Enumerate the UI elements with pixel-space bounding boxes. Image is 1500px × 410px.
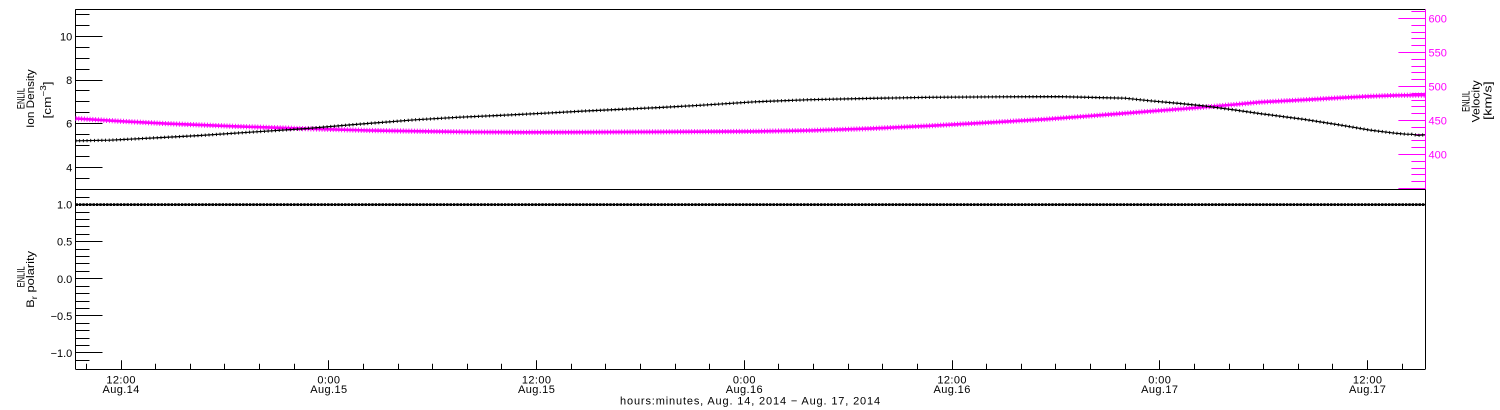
svg-text:12:00: 12:00: [106, 375, 136, 387]
svg-text:Aug.16: Aug.16: [726, 384, 763, 396]
svg-text:−0.5: −0.5: [51, 311, 73, 323]
svg-text:[km/s]: [km/s]: [1482, 81, 1494, 120]
svg-text:0:00: 0:00: [733, 375, 756, 387]
svg-text:550: 550: [1429, 48, 1447, 60]
svg-text:Aug.17: Aug.17: [1349, 384, 1386, 396]
svg-text:Aug.15: Aug.15: [310, 384, 347, 396]
svg-text:ENLIL: ENLIL: [16, 88, 28, 109]
svg-text:ENLIL: ENLIL: [1461, 91, 1473, 112]
svg-text:12:00: 12:00: [937, 375, 967, 387]
svg-text:8: 8: [66, 75, 72, 87]
svg-text:ENLIL: ENLIL: [16, 266, 28, 287]
svg-text:500: 500: [1429, 82, 1447, 94]
svg-text:1.0: 1.0: [57, 200, 72, 212]
svg-text:0.5: 0.5: [57, 237, 72, 249]
svg-text:Ion Density: Ion Density: [25, 69, 37, 128]
svg-text:0:00: 0:00: [317, 375, 340, 387]
svg-text:4: 4: [66, 162, 72, 174]
svg-text:10: 10: [60, 31, 72, 43]
svg-text:Aug.16: Aug.16: [933, 384, 970, 396]
svg-text:450: 450: [1429, 116, 1447, 128]
svg-text:Br polarity: Br polarity: [25, 250, 39, 308]
svg-text:Aug.17: Aug.17: [1141, 384, 1178, 396]
svg-text:400: 400: [1429, 150, 1447, 162]
svg-text:Aug.14: Aug.14: [102, 384, 139, 396]
svg-text:0:00: 0:00: [1148, 375, 1171, 387]
svg-text:12:00: 12:00: [1353, 375, 1383, 387]
svg-text:Aug.15: Aug.15: [518, 384, 555, 396]
svg-text:12:00: 12:00: [522, 375, 552, 387]
svg-text:−1.0: −1.0: [51, 348, 73, 360]
svg-text:6: 6: [66, 119, 72, 131]
svg-text:0.0: 0.0: [57, 274, 72, 286]
svg-text:hours:minutes, Aug. 14, 2014 −: hours:minutes, Aug. 14, 2014 − Aug. 17, …: [620, 396, 881, 408]
svg-text:Velocity: Velocity: [1471, 80, 1483, 123]
svg-text:600: 600: [1429, 14, 1447, 26]
